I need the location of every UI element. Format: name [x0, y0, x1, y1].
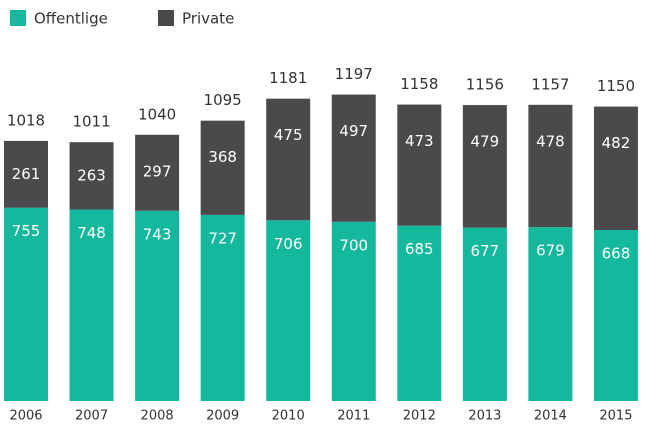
value-label: 700: [339, 236, 368, 254]
bar-segment: [4, 140, 48, 208]
value-label: 368: [208, 148, 237, 166]
value-label: 479: [471, 133, 500, 151]
legend-swatch: [158, 10, 174, 26]
bar-segment: [69, 209, 114, 401]
value-label: 478: [536, 132, 565, 150]
value-label: 473: [405, 132, 434, 150]
value-label: 263: [77, 166, 106, 184]
bar-segment: [4, 207, 48, 401]
value-label: 668: [602, 244, 631, 262]
value-label: 261: [12, 165, 41, 183]
total-label: 1018: [7, 111, 45, 129]
x-tick-label: 2009: [206, 409, 239, 424]
total-label: 1150: [597, 77, 635, 95]
total-label: 1040: [138, 105, 176, 123]
x-tick-label: 2015: [599, 409, 632, 424]
bar-segment: [266, 220, 311, 401]
bar-segment: [135, 210, 180, 401]
x-tick-label: 2010: [272, 409, 305, 424]
total-label: 1095: [204, 91, 242, 109]
bar-segment: [200, 120, 245, 215]
bar-segment: [69, 142, 114, 210]
legend-label: Offentlige: [34, 10, 108, 28]
bar-segment: [135, 134, 180, 211]
bar-segment: [397, 104, 442, 226]
bar-segment: [266, 98, 311, 221]
value-label: 679: [536, 242, 565, 260]
bar-segment: [331, 94, 376, 222]
x-tick-label: 2006: [9, 409, 42, 424]
bar-segment: [593, 106, 638, 230]
x-tick-label: 2008: [141, 409, 174, 424]
total-label: 1156: [466, 76, 504, 94]
bar-segment: [200, 214, 245, 401]
x-tick-label: 2014: [534, 409, 567, 424]
total-label: 1158: [400, 75, 438, 93]
total-label: 1181: [269, 69, 307, 87]
value-label: 677: [471, 242, 500, 260]
x-tick-label: 2012: [403, 409, 436, 424]
bar-segment: [528, 227, 573, 401]
value-label: 297: [143, 162, 172, 180]
value-label: 727: [208, 229, 237, 247]
value-label: 497: [339, 122, 368, 140]
x-tick-label: 2007: [75, 409, 108, 424]
bar-segment: [462, 105, 507, 228]
bar-segment: [397, 225, 442, 401]
total-label: 1011: [72, 113, 110, 131]
value-label: 748: [77, 224, 106, 242]
value-label: 685: [405, 240, 434, 258]
bar-segment: [528, 104, 573, 228]
bar-segment: [593, 229, 638, 401]
x-tick-label: 2013: [468, 409, 501, 424]
value-label: 755: [12, 222, 41, 240]
bar-segment: [462, 227, 507, 401]
total-label: 1197: [335, 65, 373, 83]
value-label: 475: [274, 126, 303, 144]
legend-label: Private: [182, 10, 234, 28]
value-label: 743: [143, 225, 172, 243]
legend-swatch: [10, 10, 26, 26]
x-tick-label: 2011: [337, 409, 370, 424]
bar-segment: [331, 221, 376, 401]
total-label: 1157: [531, 75, 569, 93]
value-label: 482: [602, 134, 631, 152]
value-label: 706: [274, 235, 303, 253]
